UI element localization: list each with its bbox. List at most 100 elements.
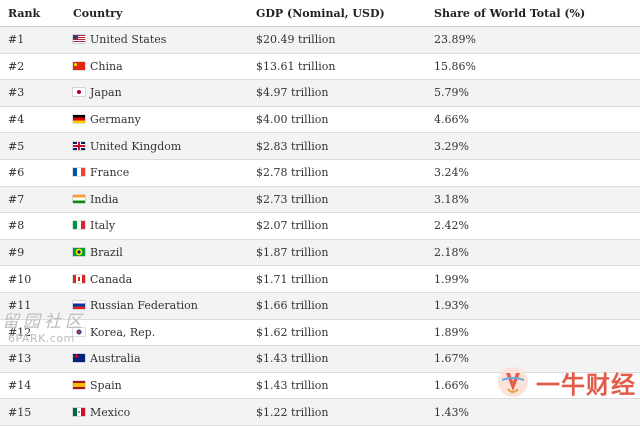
country-cell: Italy bbox=[65, 212, 248, 240]
share-cell: 4.66% bbox=[426, 106, 640, 134]
share-cell: 3.29% bbox=[426, 132, 640, 160]
share-cell: 5.79% bbox=[426, 79, 640, 107]
gdp-cell: $4.00 trillion bbox=[248, 106, 426, 134]
share-cell: 2.18% bbox=[426, 239, 640, 267]
rank-cell: #15 bbox=[0, 398, 65, 426]
table-row: #7 India $2.73 trillion 3.18% bbox=[0, 186, 640, 214]
gdp-cell: $1.43 trillion bbox=[248, 345, 426, 373]
share-cell: 3.18% bbox=[426, 186, 640, 214]
rank-cell: #7 bbox=[0, 186, 65, 214]
country-cell: Germany bbox=[65, 106, 248, 134]
country-cell: China bbox=[65, 53, 248, 81]
rank-cell: #3 bbox=[0, 79, 65, 107]
country-name: France bbox=[90, 166, 130, 180]
country-name: Korea, Rep. bbox=[90, 325, 156, 339]
gdp-cell: $20.49 trillion bbox=[248, 26, 426, 54]
country-cell: Japan bbox=[65, 79, 248, 107]
gdp-cell: $1.87 trillion bbox=[248, 239, 426, 267]
rank-cell: #11 bbox=[0, 292, 65, 320]
country-cell: Spain bbox=[65, 372, 248, 400]
gdp-column-header[interactable]: GDP (Nominal, USD) bbox=[248, 0, 426, 27]
kr-flag-icon bbox=[73, 327, 85, 336]
country-cell: United Kingdom bbox=[65, 132, 248, 160]
country-name: Russian Federation bbox=[90, 299, 198, 313]
gdp-cell: $4.97 trillion bbox=[248, 79, 426, 107]
table-row: #12 Korea, Rep. $1.62 trillion 1.89% bbox=[0, 319, 640, 347]
us-flag-icon bbox=[73, 35, 85, 44]
country-cell: United States bbox=[65, 26, 248, 54]
share-cell: 15.86% bbox=[426, 53, 640, 81]
table-row: #3 Japan $4.97 trillion 5.79% bbox=[0, 79, 640, 107]
country-name: United Kingdom bbox=[90, 139, 182, 153]
cn-flag-icon bbox=[73, 61, 85, 70]
table-row: #11 Russian Federation $1.66 trillion 1.93% bbox=[0, 292, 640, 320]
share-cell: 23.89% bbox=[426, 26, 640, 54]
gdp-cell: $1.22 trillion bbox=[248, 398, 426, 426]
table-row: #5 United Kingdom $2.83 trillion 3.29% bbox=[0, 132, 640, 160]
country-cell: Korea, Rep. bbox=[65, 319, 248, 347]
rank-cell: #5 bbox=[0, 132, 65, 160]
rank-cell: #10 bbox=[0, 265, 65, 293]
gdp-cell: $1.62 trillion bbox=[248, 319, 426, 347]
gdp-cell: $1.43 trillion bbox=[248, 372, 426, 400]
country-cell: Russian Federation bbox=[65, 292, 248, 320]
country-cell: Brazil bbox=[65, 239, 248, 267]
mx-flag-icon bbox=[73, 407, 85, 416]
country-name: Mexico bbox=[90, 405, 131, 419]
country-name: India bbox=[90, 192, 119, 206]
table-row: #9 Brazil $1.87 trillion 2.18% bbox=[0, 239, 640, 267]
share-cell: 3.24% bbox=[426, 159, 640, 187]
gb-flag-icon bbox=[73, 141, 85, 150]
es-flag-icon bbox=[73, 381, 85, 390]
gdp-cell: $1.66 trillion bbox=[248, 292, 426, 320]
share-cell: 1.66% bbox=[426, 372, 640, 400]
fr-flag-icon bbox=[73, 168, 85, 177]
country-name: Canada bbox=[90, 272, 133, 286]
share-cell: 1.99% bbox=[426, 265, 640, 293]
country-name: Australia bbox=[90, 352, 141, 366]
rank-cell: #4 bbox=[0, 106, 65, 134]
jp-flag-icon bbox=[73, 88, 85, 97]
table-row: #1 United States $20.49 trillion 23.89% bbox=[0, 26, 640, 54]
rank-cell: #9 bbox=[0, 239, 65, 267]
table-row: #4 Germany $4.00 trillion 4.66% bbox=[0, 106, 640, 134]
country-cell: France bbox=[65, 159, 248, 187]
table-body: #1 United States $20.49 trillion 23.89% #2 Ch… bbox=[0, 26, 640, 426]
share-cell: 1.67% bbox=[426, 345, 640, 373]
table-row: #13 Australia $1.43 trillion 1.67% bbox=[0, 345, 640, 373]
rank-cell: #2 bbox=[0, 53, 65, 81]
country-cell: Mexico bbox=[65, 398, 248, 426]
gdp-cell: $13.61 trillion bbox=[248, 53, 426, 81]
gdp-cell: $2.73 trillion bbox=[248, 186, 426, 214]
de-flag-icon bbox=[73, 115, 85, 124]
share-cell: 1.43% bbox=[426, 398, 640, 426]
au-flag-icon bbox=[73, 354, 85, 363]
rank-cell: #8 bbox=[0, 212, 65, 240]
rank-cell: #13 bbox=[0, 345, 65, 373]
br-flag-icon bbox=[73, 248, 85, 257]
country-column-header[interactable]: Country bbox=[65, 0, 248, 27]
share-cell: 1.89% bbox=[426, 319, 640, 347]
country-cell: Australia bbox=[65, 345, 248, 373]
rank-cell: #14 bbox=[0, 372, 65, 400]
gdp-cell: $1.71 trillion bbox=[248, 265, 426, 293]
country-cell: Canada bbox=[65, 265, 248, 293]
country-name: Brazil bbox=[90, 246, 123, 260]
share-cell: 1.93% bbox=[426, 292, 640, 320]
rank-cell: #12 bbox=[0, 319, 65, 347]
header-row: Rank Country GDP (Nominal, USD) Share of… bbox=[0, 0, 640, 27]
country-name: China bbox=[90, 59, 123, 73]
country-name: Germany bbox=[90, 113, 141, 127]
share-column-header[interactable]: Share of World Total (%) bbox=[426, 0, 640, 27]
gdp-cell: $2.07 trillion bbox=[248, 212, 426, 240]
table-header: Rank Country GDP (Nominal, USD) Share of… bbox=[0, 0, 640, 27]
rank-cell: #1 bbox=[0, 26, 65, 54]
country-name: Japan bbox=[90, 86, 122, 100]
table-row: #10 Canada $1.71 trillion 1.99% bbox=[0, 265, 640, 293]
table-row: #15 Mexico $1.22 trillion 1.43% bbox=[0, 398, 640, 426]
it-flag-icon bbox=[73, 221, 85, 230]
table-row: #6 France $2.78 trillion 3.24% bbox=[0, 159, 640, 187]
rank-column-header[interactable]: Rank bbox=[0, 0, 65, 27]
gdp-cell: $2.83 trillion bbox=[248, 132, 426, 160]
